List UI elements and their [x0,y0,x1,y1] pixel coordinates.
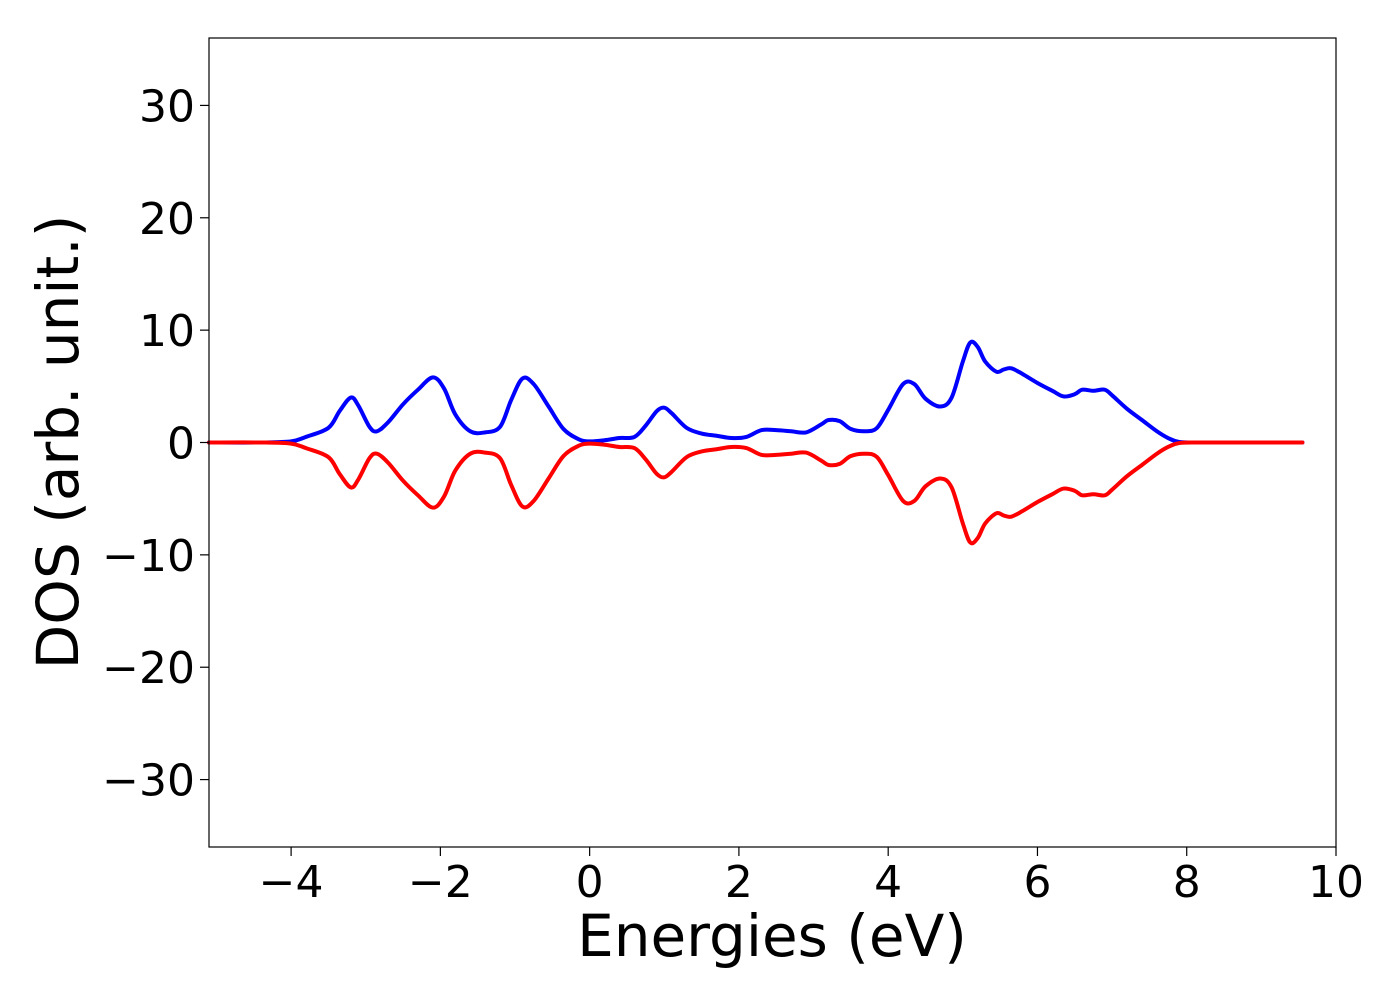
y-tick-label: −30 [102,756,195,807]
plot-area-frame [208,37,1337,848]
x-tick-label: 0 [576,857,604,908]
y-tick-label: 30 [139,81,195,132]
x-tick-label: 4 [874,857,902,908]
chart-marks [207,339,1305,546]
x-tick-label: −4 [259,857,324,908]
x-tick-label: 8 [1173,857,1201,908]
y-tick-label: 10 [139,306,195,357]
y-tick-label: 20 [139,194,195,245]
x-tick-label: −2 [408,857,473,908]
x-axis-ticks: −4 −2 0 2 4 6 8 10 [259,847,1364,908]
x-tick-label: 10 [1308,857,1364,908]
y-axis-label: DOS (arb. unit.) [24,215,92,670]
y-tick-label: 0 [167,419,195,470]
x-tick-label: 6 [1023,857,1051,908]
x-tick-label: 2 [725,857,753,908]
y-tick-label: −10 [102,531,195,582]
dos-line-positive [207,339,1305,445]
y-axis-ticks: 30 20 10 0 −10 −20 −30 [102,81,209,807]
dos-line-negative [207,440,1305,546]
x-axis-label: Energies (eV) [577,902,967,970]
y-tick-label: −20 [102,643,195,694]
